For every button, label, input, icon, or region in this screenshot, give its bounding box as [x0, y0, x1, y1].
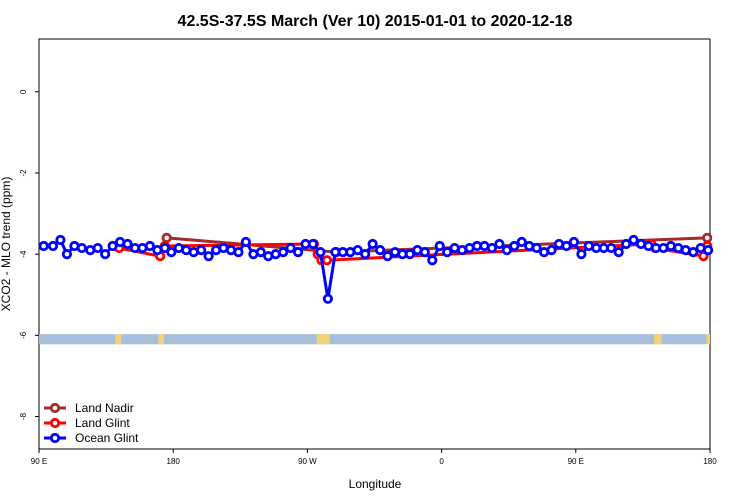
- x-tick-label: 180: [167, 457, 181, 466]
- x-tick-label: 90 W: [298, 457, 317, 466]
- data-point: [352, 244, 363, 256]
- data-point: [196, 244, 207, 256]
- legend-label: Land Glint: [75, 416, 130, 430]
- data-point: [576, 249, 587, 260]
- land-band-segment: [158, 334, 164, 345]
- chart-title: 42.5S-37.5S March (Ver 10) 2015-01-01 to…: [178, 13, 573, 30]
- data-point: [628, 234, 639, 246]
- x-tick-label: 0: [439, 457, 444, 466]
- data-point: [92, 242, 103, 254]
- y-tick-label: -6: [19, 331, 28, 339]
- data-point: [427, 255, 438, 266]
- data-point: [360, 249, 371, 260]
- series-ocean-glint: [38, 234, 714, 304]
- legend-label: Land Nadir: [75, 401, 134, 415]
- data-point: [100, 249, 111, 260]
- data-point: [240, 236, 251, 248]
- y-tick-label: -8: [19, 412, 28, 420]
- data-point: [606, 242, 617, 254]
- land-band-segment: [654, 334, 662, 345]
- x-axis-label: Longitude: [349, 477, 402, 491]
- series-layer: [38, 232, 714, 304]
- y-tick-label: 0: [19, 89, 28, 94]
- data-point: [292, 247, 304, 258]
- land-band-segment: [115, 334, 122, 345]
- x-tick-label: 180: [703, 457, 717, 466]
- data-point: [166, 247, 177, 258]
- data-point: [703, 244, 714, 256]
- data-point: [382, 251, 393, 262]
- data-point: [434, 240, 445, 252]
- legend-marker: [49, 417, 61, 429]
- x-tick-label: 90 E: [568, 457, 584, 466]
- data-point: [367, 238, 378, 250]
- legend-marker: [49, 432, 61, 444]
- data-point: [122, 238, 133, 250]
- data-point: [322, 293, 334, 304]
- data-point: [374, 244, 386, 256]
- data-point: [55, 234, 66, 246]
- y-tick-label: -4: [19, 250, 28, 258]
- land-band-segment: [316, 334, 330, 345]
- data-point: [47, 240, 59, 252]
- data-point: [494, 238, 505, 250]
- data-point: [285, 242, 296, 254]
- axis-ticks: 90 E 180 90 W 0 90 E 180 0 -2 -4 -6 -8: [19, 89, 717, 466]
- data-point: [278, 247, 289, 258]
- ocean-band: [39, 334, 710, 345]
- data-point: [516, 236, 527, 248]
- data-point: [307, 238, 319, 250]
- data-point: [76, 242, 87, 254]
- data-point: [546, 244, 557, 256]
- data-point: [419, 247, 430, 258]
- y-axis-label: XCO2 - MLO trend (ppm): [0, 177, 13, 312]
- data-point: [38, 240, 49, 252]
- data-point: [144, 240, 156, 252]
- land-sea-band: [39, 334, 710, 345]
- data-point: [161, 232, 172, 244]
- data-point: [501, 244, 512, 256]
- data-point: [61, 249, 73, 260]
- data-point: [509, 240, 520, 252]
- data-point: [702, 232, 713, 244]
- data-point: [486, 242, 498, 254]
- x-tick-label: 90 E: [31, 457, 47, 466]
- data-point: [688, 247, 699, 258]
- land-band-segment: [706, 334, 710, 345]
- legend-marker: [49, 402, 61, 414]
- data-point: [442, 247, 453, 258]
- data-point: [107, 240, 118, 252]
- data-point: [255, 247, 266, 258]
- data-point: [404, 249, 416, 260]
- data-point: [531, 242, 542, 254]
- legend-label: Ocean Glint: [75, 431, 139, 445]
- data-point: [321, 255, 333, 266]
- data-point: [568, 236, 580, 248]
- data-point: [233, 247, 244, 258]
- y-tick-label: -2: [19, 169, 28, 177]
- data-point: [621, 238, 632, 250]
- data-point: [613, 247, 624, 258]
- data-point: [561, 240, 572, 252]
- data-point: [315, 247, 326, 258]
- data-point: [203, 251, 214, 262]
